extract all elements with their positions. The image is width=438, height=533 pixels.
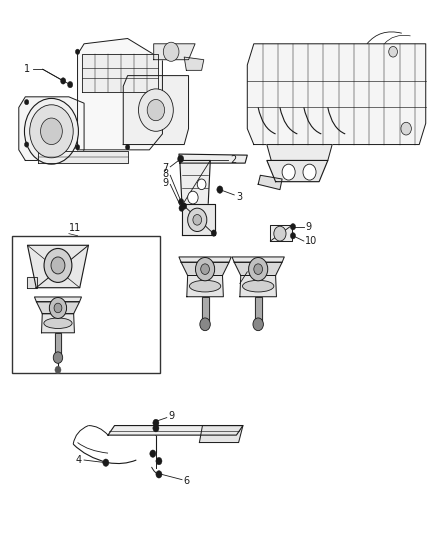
Polygon shape [180, 160, 210, 206]
Circle shape [25, 142, 29, 147]
Polygon shape [234, 262, 282, 276]
Circle shape [147, 100, 165, 120]
Polygon shape [187, 276, 223, 297]
Circle shape [217, 186, 223, 193]
Circle shape [253, 318, 263, 330]
Polygon shape [267, 160, 328, 182]
Circle shape [211, 230, 216, 236]
Polygon shape [39, 151, 127, 163]
Circle shape [75, 144, 80, 150]
Circle shape [303, 164, 316, 180]
Circle shape [282, 164, 295, 180]
Circle shape [54, 303, 62, 313]
Text: 1: 1 [24, 64, 30, 74]
Ellipse shape [243, 280, 274, 292]
Circle shape [254, 264, 262, 274]
Circle shape [401, 122, 411, 135]
Circle shape [125, 144, 130, 150]
Text: 6: 6 [184, 476, 190, 486]
Text: 9: 9 [162, 177, 168, 188]
Polygon shape [270, 225, 292, 241]
Polygon shape [201, 297, 208, 320]
Text: 10: 10 [305, 236, 318, 246]
Circle shape [156, 457, 162, 465]
Polygon shape [35, 297, 81, 302]
Polygon shape [247, 44, 426, 144]
FancyBboxPatch shape [12, 236, 160, 373]
Circle shape [25, 100, 29, 105]
Polygon shape [108, 425, 243, 435]
Text: 7: 7 [162, 164, 168, 173]
Polygon shape [82, 54, 158, 92]
Polygon shape [179, 154, 247, 163]
Polygon shape [123, 76, 188, 144]
Polygon shape [181, 262, 229, 276]
Circle shape [138, 89, 173, 131]
Circle shape [153, 419, 159, 426]
Text: 8: 8 [162, 169, 168, 179]
Text: 3: 3 [237, 191, 243, 201]
Circle shape [156, 471, 162, 478]
Polygon shape [258, 175, 282, 190]
Circle shape [195, 257, 215, 281]
Circle shape [30, 105, 73, 158]
Text: 11: 11 [69, 223, 81, 232]
Circle shape [200, 318, 210, 330]
Circle shape [179, 199, 184, 205]
Circle shape [51, 257, 65, 274]
Circle shape [274, 226, 286, 241]
Text: 9: 9 [305, 222, 311, 232]
Circle shape [197, 179, 206, 190]
Circle shape [187, 191, 198, 204]
Text: 4: 4 [76, 455, 82, 465]
Polygon shape [19, 97, 84, 160]
Circle shape [178, 155, 184, 163]
Polygon shape [154, 44, 195, 60]
Circle shape [75, 49, 80, 54]
Circle shape [163, 42, 179, 61]
Polygon shape [55, 333, 61, 354]
Polygon shape [78, 38, 162, 150]
Polygon shape [267, 144, 332, 160]
Circle shape [67, 82, 73, 88]
Circle shape [187, 208, 207, 231]
Polygon shape [36, 302, 80, 314]
Text: 5: 5 [250, 265, 256, 275]
Circle shape [25, 99, 78, 164]
Polygon shape [28, 245, 88, 288]
Circle shape [290, 232, 296, 239]
Circle shape [201, 264, 209, 274]
Circle shape [49, 297, 67, 318]
Circle shape [182, 203, 187, 209]
Polygon shape [182, 204, 215, 235]
Polygon shape [27, 277, 37, 288]
Ellipse shape [44, 318, 72, 328]
Circle shape [179, 205, 184, 212]
Text: 9: 9 [168, 411, 174, 421]
Circle shape [55, 366, 61, 374]
Text: 2: 2 [230, 156, 236, 165]
Polygon shape [184, 57, 204, 70]
Circle shape [290, 223, 296, 230]
Circle shape [103, 459, 109, 466]
Circle shape [41, 118, 62, 144]
Circle shape [389, 46, 397, 57]
Polygon shape [42, 314, 74, 333]
Ellipse shape [189, 280, 221, 292]
Circle shape [193, 215, 201, 225]
Circle shape [53, 352, 63, 364]
Polygon shape [240, 276, 276, 297]
Polygon shape [232, 257, 284, 262]
Circle shape [153, 424, 159, 432]
Circle shape [150, 450, 156, 457]
Circle shape [60, 78, 66, 84]
Polygon shape [179, 257, 231, 262]
Circle shape [249, 257, 268, 281]
Polygon shape [254, 297, 261, 320]
Circle shape [44, 248, 72, 282]
Polygon shape [199, 425, 243, 442]
